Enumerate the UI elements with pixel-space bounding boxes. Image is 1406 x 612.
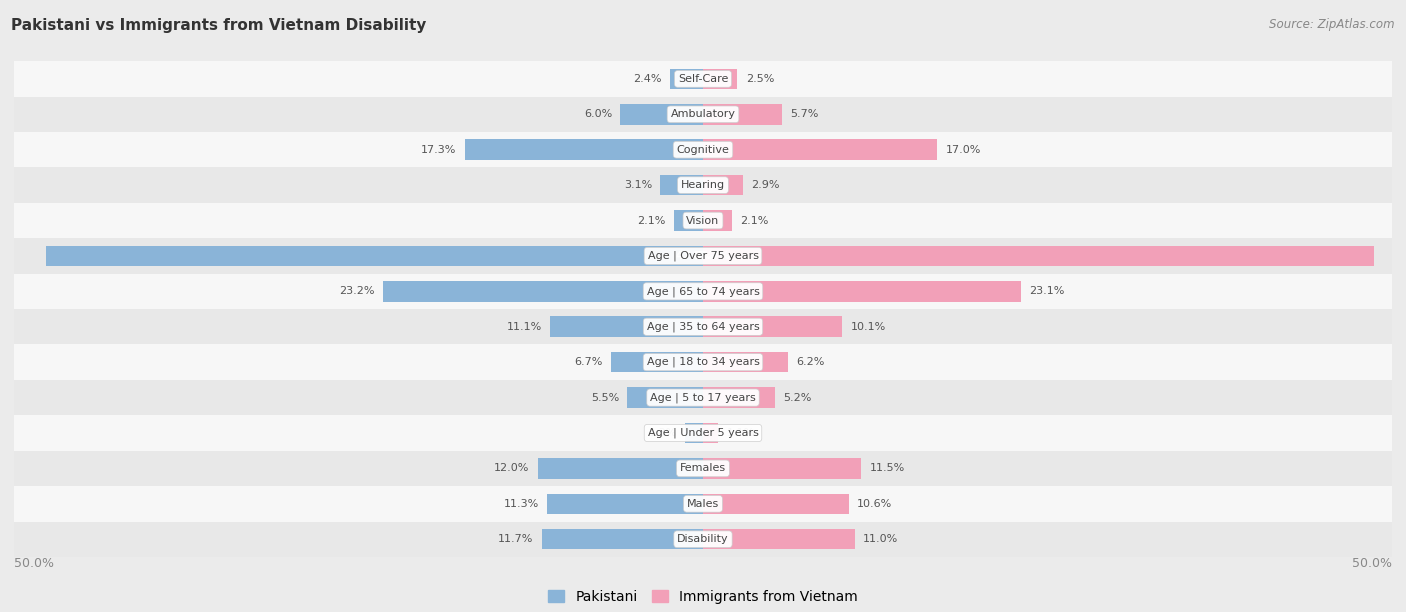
Text: 2.1%: 2.1% xyxy=(740,215,769,226)
FancyBboxPatch shape xyxy=(0,521,1406,557)
Text: 11.0%: 11.0% xyxy=(863,534,898,544)
Bar xyxy=(703,211,733,231)
Text: Males: Males xyxy=(688,499,718,509)
Bar xyxy=(703,458,862,479)
FancyBboxPatch shape xyxy=(0,416,1406,450)
Text: Disability: Disability xyxy=(678,534,728,544)
Text: 50.0%: 50.0% xyxy=(14,557,53,570)
Bar xyxy=(547,493,703,514)
Text: 10.6%: 10.6% xyxy=(858,499,893,509)
Bar xyxy=(703,245,1374,266)
Text: 3.1%: 3.1% xyxy=(624,180,652,190)
Text: 1.1%: 1.1% xyxy=(727,428,755,438)
Bar xyxy=(620,104,703,125)
Text: 17.0%: 17.0% xyxy=(945,144,981,155)
Text: Age | 5 to 17 years: Age | 5 to 17 years xyxy=(650,392,756,403)
Text: 11.5%: 11.5% xyxy=(870,463,905,474)
Text: 2.9%: 2.9% xyxy=(751,180,780,190)
Text: 11.1%: 11.1% xyxy=(506,322,541,332)
Bar xyxy=(464,140,703,160)
Text: 5.5%: 5.5% xyxy=(591,392,619,403)
Bar xyxy=(703,387,775,408)
Text: 17.3%: 17.3% xyxy=(420,144,457,155)
Text: 23.1%: 23.1% xyxy=(1029,286,1064,296)
Text: 2.1%: 2.1% xyxy=(637,215,666,226)
Text: 48.7%: 48.7% xyxy=(692,251,731,261)
FancyBboxPatch shape xyxy=(0,61,1406,97)
Bar xyxy=(703,69,738,89)
Text: 11.3%: 11.3% xyxy=(503,499,538,509)
Text: 6.7%: 6.7% xyxy=(574,357,602,367)
Bar xyxy=(46,245,703,266)
Text: 5.2%: 5.2% xyxy=(783,392,811,403)
Text: Age | Over 75 years: Age | Over 75 years xyxy=(648,251,758,261)
Bar xyxy=(703,104,782,125)
FancyBboxPatch shape xyxy=(0,203,1406,238)
FancyBboxPatch shape xyxy=(0,168,1406,203)
Bar xyxy=(703,529,855,550)
Text: Cognitive: Cognitive xyxy=(676,144,730,155)
Bar xyxy=(703,493,849,514)
Text: 47.7%: 47.7% xyxy=(675,251,714,261)
Bar xyxy=(703,352,789,373)
FancyBboxPatch shape xyxy=(0,274,1406,309)
Bar xyxy=(703,423,718,443)
Bar xyxy=(703,175,742,195)
Text: Age | 18 to 34 years: Age | 18 to 34 years xyxy=(647,357,759,367)
FancyBboxPatch shape xyxy=(0,450,1406,486)
Text: Source: ZipAtlas.com: Source: ZipAtlas.com xyxy=(1270,18,1395,31)
Text: 5.7%: 5.7% xyxy=(790,110,818,119)
Bar xyxy=(384,281,703,302)
Bar xyxy=(703,316,842,337)
Bar xyxy=(673,211,703,231)
FancyBboxPatch shape xyxy=(0,132,1406,168)
Text: 10.1%: 10.1% xyxy=(851,322,886,332)
Text: Self-Care: Self-Care xyxy=(678,74,728,84)
Bar xyxy=(541,529,703,550)
Text: Vision: Vision xyxy=(686,215,720,226)
Text: 1.3%: 1.3% xyxy=(648,428,676,438)
Text: 2.4%: 2.4% xyxy=(633,74,662,84)
Text: Age | 65 to 74 years: Age | 65 to 74 years xyxy=(647,286,759,297)
Text: Age | 35 to 64 years: Age | 35 to 64 years xyxy=(647,321,759,332)
Bar xyxy=(537,458,703,479)
Bar xyxy=(703,140,938,160)
Bar xyxy=(685,423,703,443)
Text: Age | Under 5 years: Age | Under 5 years xyxy=(648,428,758,438)
Text: 6.2%: 6.2% xyxy=(797,357,825,367)
Bar xyxy=(550,316,703,337)
Text: 23.2%: 23.2% xyxy=(340,286,375,296)
Text: Ambulatory: Ambulatory xyxy=(671,110,735,119)
Text: 12.0%: 12.0% xyxy=(494,463,530,474)
Text: Hearing: Hearing xyxy=(681,180,725,190)
Bar xyxy=(610,352,703,373)
FancyBboxPatch shape xyxy=(0,345,1406,380)
FancyBboxPatch shape xyxy=(0,486,1406,521)
Text: Females: Females xyxy=(681,463,725,474)
FancyBboxPatch shape xyxy=(0,97,1406,132)
Bar xyxy=(661,175,703,195)
Text: Pakistani vs Immigrants from Vietnam Disability: Pakistani vs Immigrants from Vietnam Dis… xyxy=(11,18,426,34)
FancyBboxPatch shape xyxy=(0,238,1406,274)
Legend: Pakistani, Immigrants from Vietnam: Pakistani, Immigrants from Vietnam xyxy=(543,584,863,610)
FancyBboxPatch shape xyxy=(0,380,1406,416)
Text: 6.0%: 6.0% xyxy=(583,110,612,119)
Bar xyxy=(669,69,703,89)
FancyBboxPatch shape xyxy=(0,309,1406,345)
Text: 2.5%: 2.5% xyxy=(745,74,775,84)
Text: 50.0%: 50.0% xyxy=(1353,557,1392,570)
Bar xyxy=(627,387,703,408)
Text: 11.7%: 11.7% xyxy=(498,534,533,544)
Bar xyxy=(703,281,1021,302)
